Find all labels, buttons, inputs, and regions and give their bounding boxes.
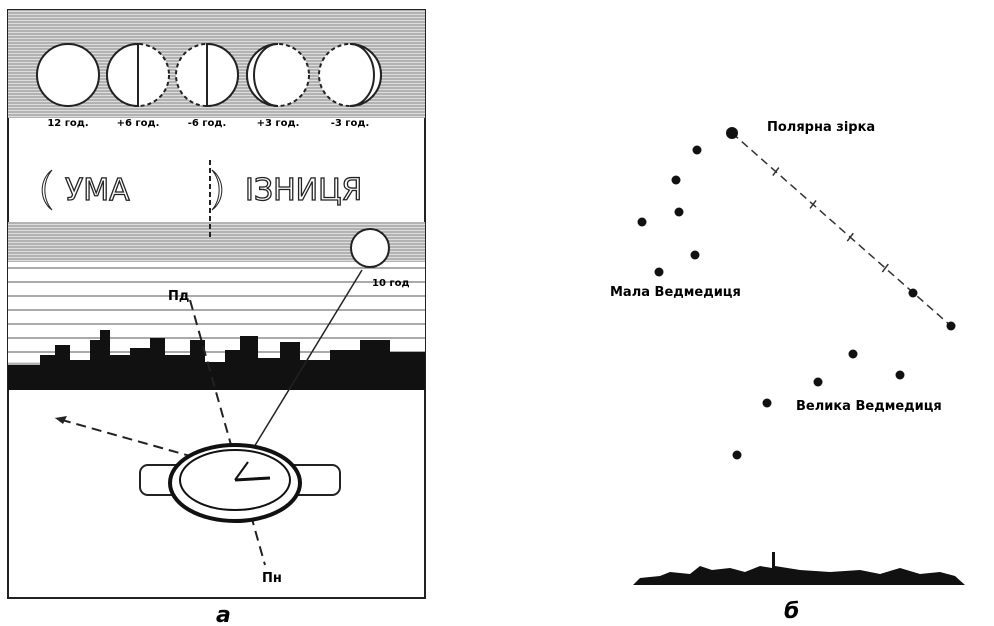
star (691, 251, 700, 260)
star (693, 146, 702, 155)
moon-label: +3 год. (257, 118, 300, 129)
star (638, 218, 647, 227)
moon-label: -6 год. (188, 118, 227, 129)
moon-outline (37, 44, 99, 106)
illustration: 12 год.+6 год.-6 год.+3 год.-3 год. УМА … (0, 0, 994, 626)
star (814, 378, 823, 387)
star (733, 451, 742, 460)
big-dipper-label: Велика Ведмедиця (796, 399, 942, 414)
star (947, 322, 956, 331)
word-left: УМА (65, 173, 130, 208)
moon-label: -3 год. (331, 118, 370, 129)
star (896, 371, 905, 380)
moon-label: +6 год. (117, 118, 160, 129)
star (675, 208, 684, 217)
panel-a: 12 год.+6 год.-6 год.+3 год.-3 год. УМА … (8, 10, 425, 626)
star (909, 289, 918, 298)
word-right: ІЗНИЦЯ (245, 173, 362, 208)
caption-a: а (216, 603, 231, 626)
star (763, 399, 772, 408)
star (849, 350, 858, 359)
star (655, 268, 664, 277)
star (672, 176, 681, 185)
moon-time: 10 год (372, 278, 410, 289)
caption-b: б (784, 599, 799, 624)
polaris-label: Полярна зірка (767, 120, 875, 135)
moon-label: 12 год. (47, 118, 88, 129)
north-label: Пн (262, 571, 282, 586)
south-label: Пд (168, 289, 189, 304)
little-dipper-label: Мала Ведмедиця (610, 285, 741, 300)
panel-b: Полярна зірка Мала Ведмедиця Велика Ведм… (610, 120, 965, 624)
